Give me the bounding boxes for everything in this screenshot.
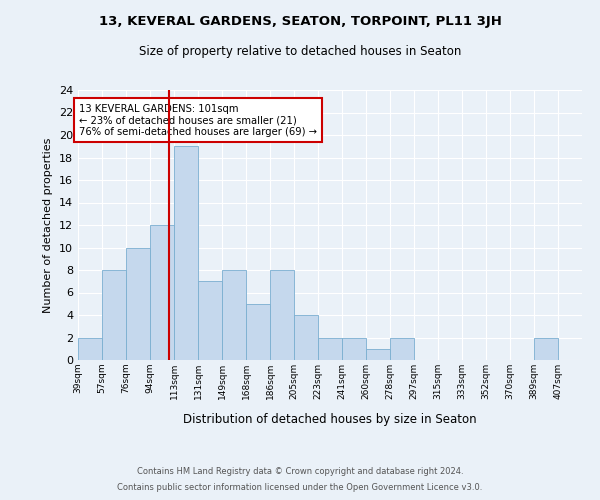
Bar — [342, 338, 366, 360]
Bar — [78, 338, 102, 360]
Bar — [102, 270, 126, 360]
Y-axis label: Number of detached properties: Number of detached properties — [43, 138, 53, 312]
Bar — [246, 304, 270, 360]
Text: Distribution of detached houses by size in Seaton: Distribution of detached houses by size … — [183, 412, 477, 426]
Bar — [174, 146, 198, 360]
Bar — [222, 270, 246, 360]
Bar — [366, 349, 390, 360]
Bar — [126, 248, 150, 360]
Text: Contains HM Land Registry data © Crown copyright and database right 2024.: Contains HM Land Registry data © Crown c… — [137, 468, 463, 476]
Bar — [198, 281, 222, 360]
Text: Size of property relative to detached houses in Seaton: Size of property relative to detached ho… — [139, 45, 461, 58]
Bar — [294, 315, 318, 360]
Text: Contains public sector information licensed under the Open Government Licence v3: Contains public sector information licen… — [118, 482, 482, 492]
Bar — [534, 338, 558, 360]
Bar — [270, 270, 294, 360]
Bar — [390, 338, 414, 360]
Text: 13 KEVERAL GARDENS: 101sqm
← 23% of detached houses are smaller (21)
76% of semi: 13 KEVERAL GARDENS: 101sqm ← 23% of deta… — [79, 104, 317, 136]
Bar — [150, 225, 174, 360]
Bar — [318, 338, 342, 360]
Text: 13, KEVERAL GARDENS, SEATON, TORPOINT, PL11 3JH: 13, KEVERAL GARDENS, SEATON, TORPOINT, P… — [98, 15, 502, 28]
